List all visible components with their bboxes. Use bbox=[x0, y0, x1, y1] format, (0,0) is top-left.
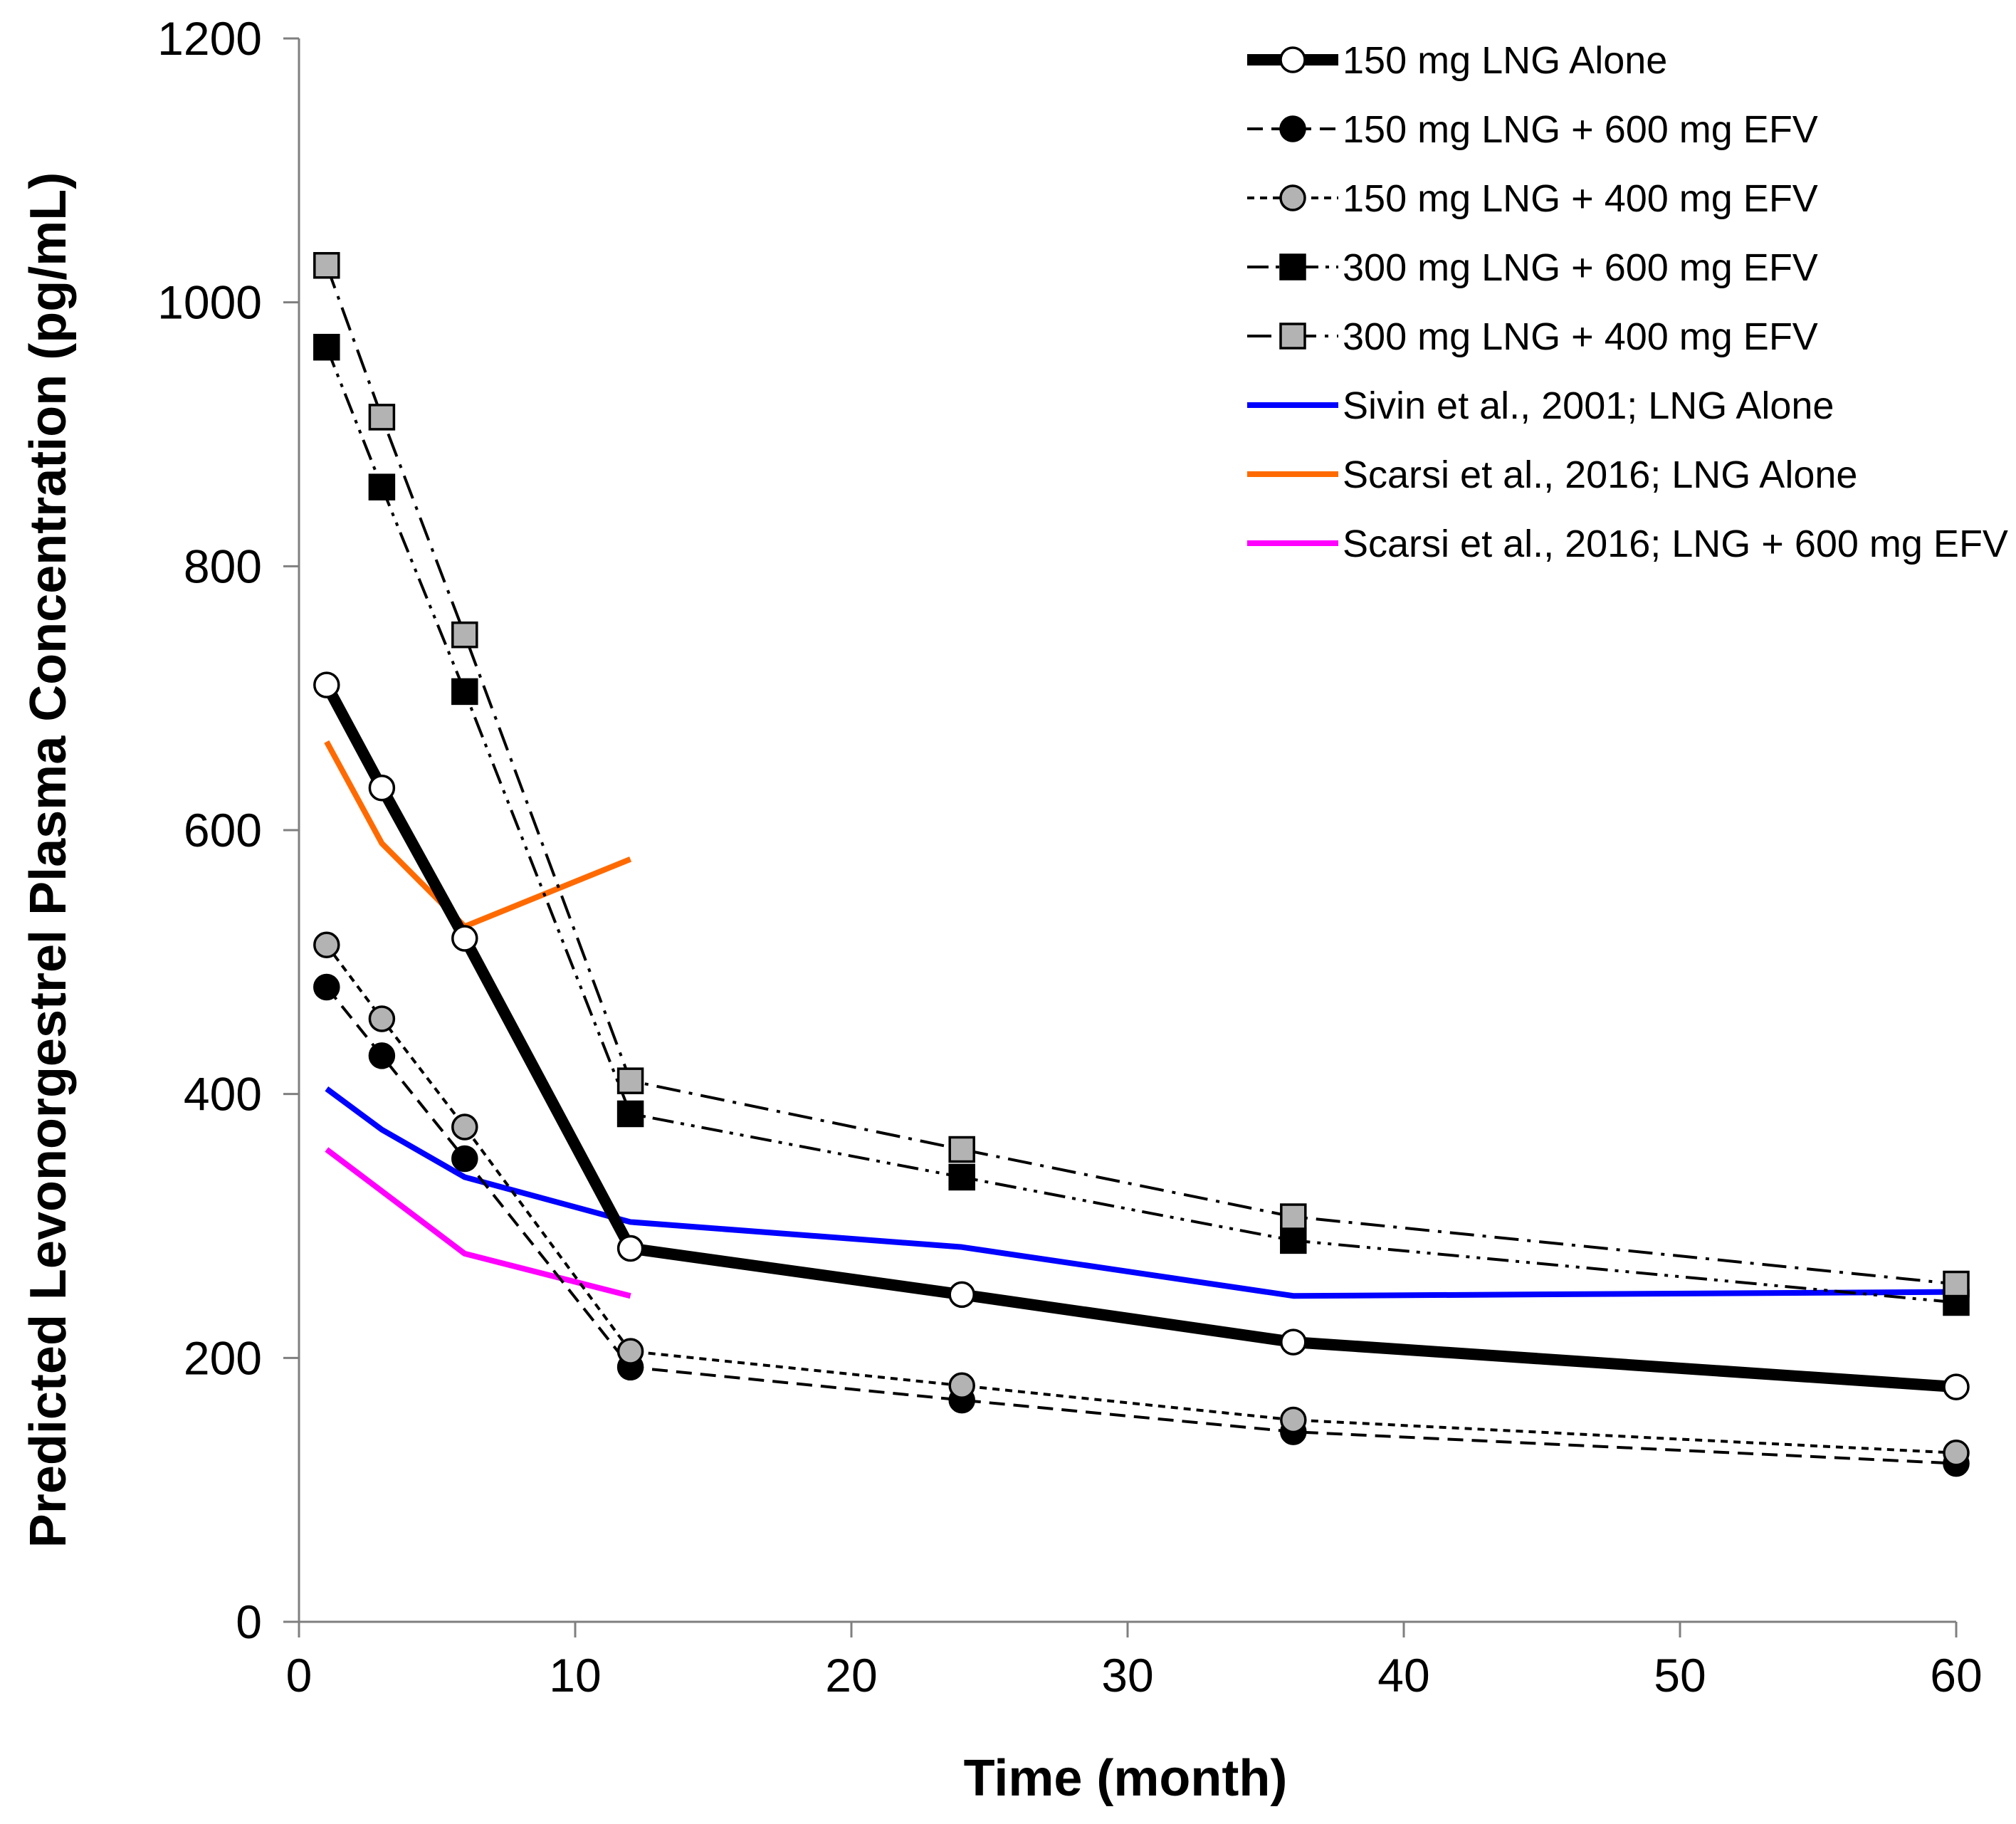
x-tick-label: 10 bbox=[549, 1649, 601, 1702]
series-300-mg-lng-400-mg-efv bbox=[313, 252, 1970, 1298]
series-layer bbox=[313, 252, 1970, 1477]
data-point bbox=[1943, 1270, 1970, 1298]
legend-marker bbox=[1279, 115, 1306, 142]
series-scarsi-et-al-2016-lng-600-mg-efv bbox=[325, 1147, 631, 1299]
y-tick-label: 1200 bbox=[157, 12, 262, 65]
legend-item: 150 mg LNG + 400 mg EFV bbox=[1247, 177, 1818, 220]
data-point bbox=[1943, 1440, 1970, 1467]
legend-label: 150 mg LNG Alone bbox=[1343, 39, 1667, 82]
data-point bbox=[368, 1042, 396, 1069]
data-point bbox=[616, 1235, 644, 1262]
legend-label: Scarsi et al., 2016; LNG Alone bbox=[1343, 454, 1857, 496]
y-tick-label: 600 bbox=[184, 804, 262, 856]
legend: 150 mg LNG Alone 150 mg LNG + 600 mg EFV 1… bbox=[1247, 39, 2008, 565]
x-axis-title: Time (month) bbox=[964, 1750, 1288, 1807]
legend-label: Scarsi et al., 2016; LNG + 600 mg EFV bbox=[1343, 523, 2008, 565]
legend-marker bbox=[1279, 46, 1306, 73]
legend-label: 300 mg LNG + 400 mg EFV bbox=[1343, 315, 1818, 358]
legend-marker bbox=[1279, 184, 1306, 211]
data-point bbox=[948, 1372, 975, 1400]
y-tick-label: 1000 bbox=[157, 276, 262, 329]
series-line bbox=[324, 740, 632, 930]
axes: 0 200 400 600 800 1000 1200 0 10 20 30 40 50 60 bbox=[157, 12, 1983, 1702]
data-point bbox=[313, 931, 340, 958]
data-point bbox=[451, 1113, 478, 1141]
series-sivin-et-al-2001-lng-alone bbox=[325, 1086, 1957, 1299]
data-point bbox=[451, 925, 478, 952]
series-line bbox=[325, 986, 1957, 1465]
data-point bbox=[1943, 1373, 1970, 1400]
data-point bbox=[1280, 1328, 1307, 1356]
data-point bbox=[368, 473, 396, 500]
legend-marker bbox=[1279, 323, 1306, 350]
legend-label: 150 mg LNG + 600 mg EFV bbox=[1343, 108, 1818, 151]
data-point bbox=[948, 1136, 975, 1163]
y-tick-label: 800 bbox=[184, 540, 262, 592]
legend-item: Scarsi et al., 2016; LNG Alone bbox=[1247, 454, 1857, 496]
legend-item: 150 mg LNG Alone bbox=[1247, 39, 1667, 82]
legend-item: 300 mg LNG + 600 mg EFV bbox=[1247, 246, 1818, 289]
data-point bbox=[368, 404, 396, 431]
data-point bbox=[616, 1338, 644, 1365]
legend-label: 150 mg LNG + 400 mg EFV bbox=[1343, 177, 1818, 220]
y-tick-label: 400 bbox=[184, 1068, 262, 1121]
x-tick-label: 60 bbox=[1930, 1649, 1982, 1702]
data-point bbox=[451, 1145, 478, 1173]
data-point bbox=[368, 774, 396, 802]
data-point bbox=[313, 973, 340, 1001]
data-point bbox=[313, 671, 340, 698]
legend-item: 300 mg LNG + 400 mg EFV bbox=[1247, 315, 1818, 358]
series-150-mg-lng-alone bbox=[313, 671, 1970, 1400]
data-point bbox=[948, 1281, 975, 1309]
data-point bbox=[1280, 1406, 1307, 1434]
legend-item: 150 mg LNG + 600 mg EFV bbox=[1247, 108, 1818, 151]
series-line bbox=[325, 944, 1957, 1455]
series-scarsi-et-al-2016-lng-alone bbox=[324, 740, 632, 930]
data-point bbox=[616, 1067, 644, 1094]
data-point bbox=[451, 678, 478, 706]
data-point bbox=[451, 621, 478, 649]
legend-label: 300 mg LNG + 600 mg EFV bbox=[1343, 246, 1818, 289]
data-point bbox=[1280, 1227, 1307, 1254]
data-point bbox=[313, 333, 340, 361]
x-tick-label: 30 bbox=[1101, 1649, 1153, 1702]
x-tick-label: 50 bbox=[1654, 1649, 1706, 1702]
y-tick-label: 0 bbox=[236, 1595, 262, 1648]
y-tick-label: 200 bbox=[184, 1331, 262, 1384]
data-point bbox=[313, 252, 340, 279]
series-line bbox=[325, 1147, 631, 1299]
legend-item: Scarsi et al., 2016; LNG + 600 mg EFV bbox=[1247, 523, 2008, 565]
data-point bbox=[948, 1163, 975, 1191]
series-150-mg-lng-600-mg-efv bbox=[313, 973, 1970, 1477]
data-point bbox=[1280, 1203, 1307, 1230]
legend-label: Sivin et al., 2001; LNG Alone bbox=[1343, 384, 1834, 427]
series-150-mg-lng-400-mg-efv bbox=[313, 931, 1970, 1467]
legend-item: Sivin et al., 2001; LNG Alone bbox=[1247, 384, 1834, 427]
legend-marker bbox=[1279, 253, 1306, 281]
data-point bbox=[616, 1100, 644, 1128]
x-tick-label: 0 bbox=[286, 1649, 313, 1702]
x-tick-label: 20 bbox=[825, 1649, 877, 1702]
y-axis-title: Predicted Levonorgestrel Plasma Concentr… bbox=[20, 172, 77, 1548]
x-tick-label: 40 bbox=[1377, 1649, 1429, 1702]
series-300-mg-lng-600-mg-efv bbox=[313, 333, 1970, 1316]
series-line bbox=[325, 1086, 1957, 1299]
data-point bbox=[368, 1005, 396, 1032]
